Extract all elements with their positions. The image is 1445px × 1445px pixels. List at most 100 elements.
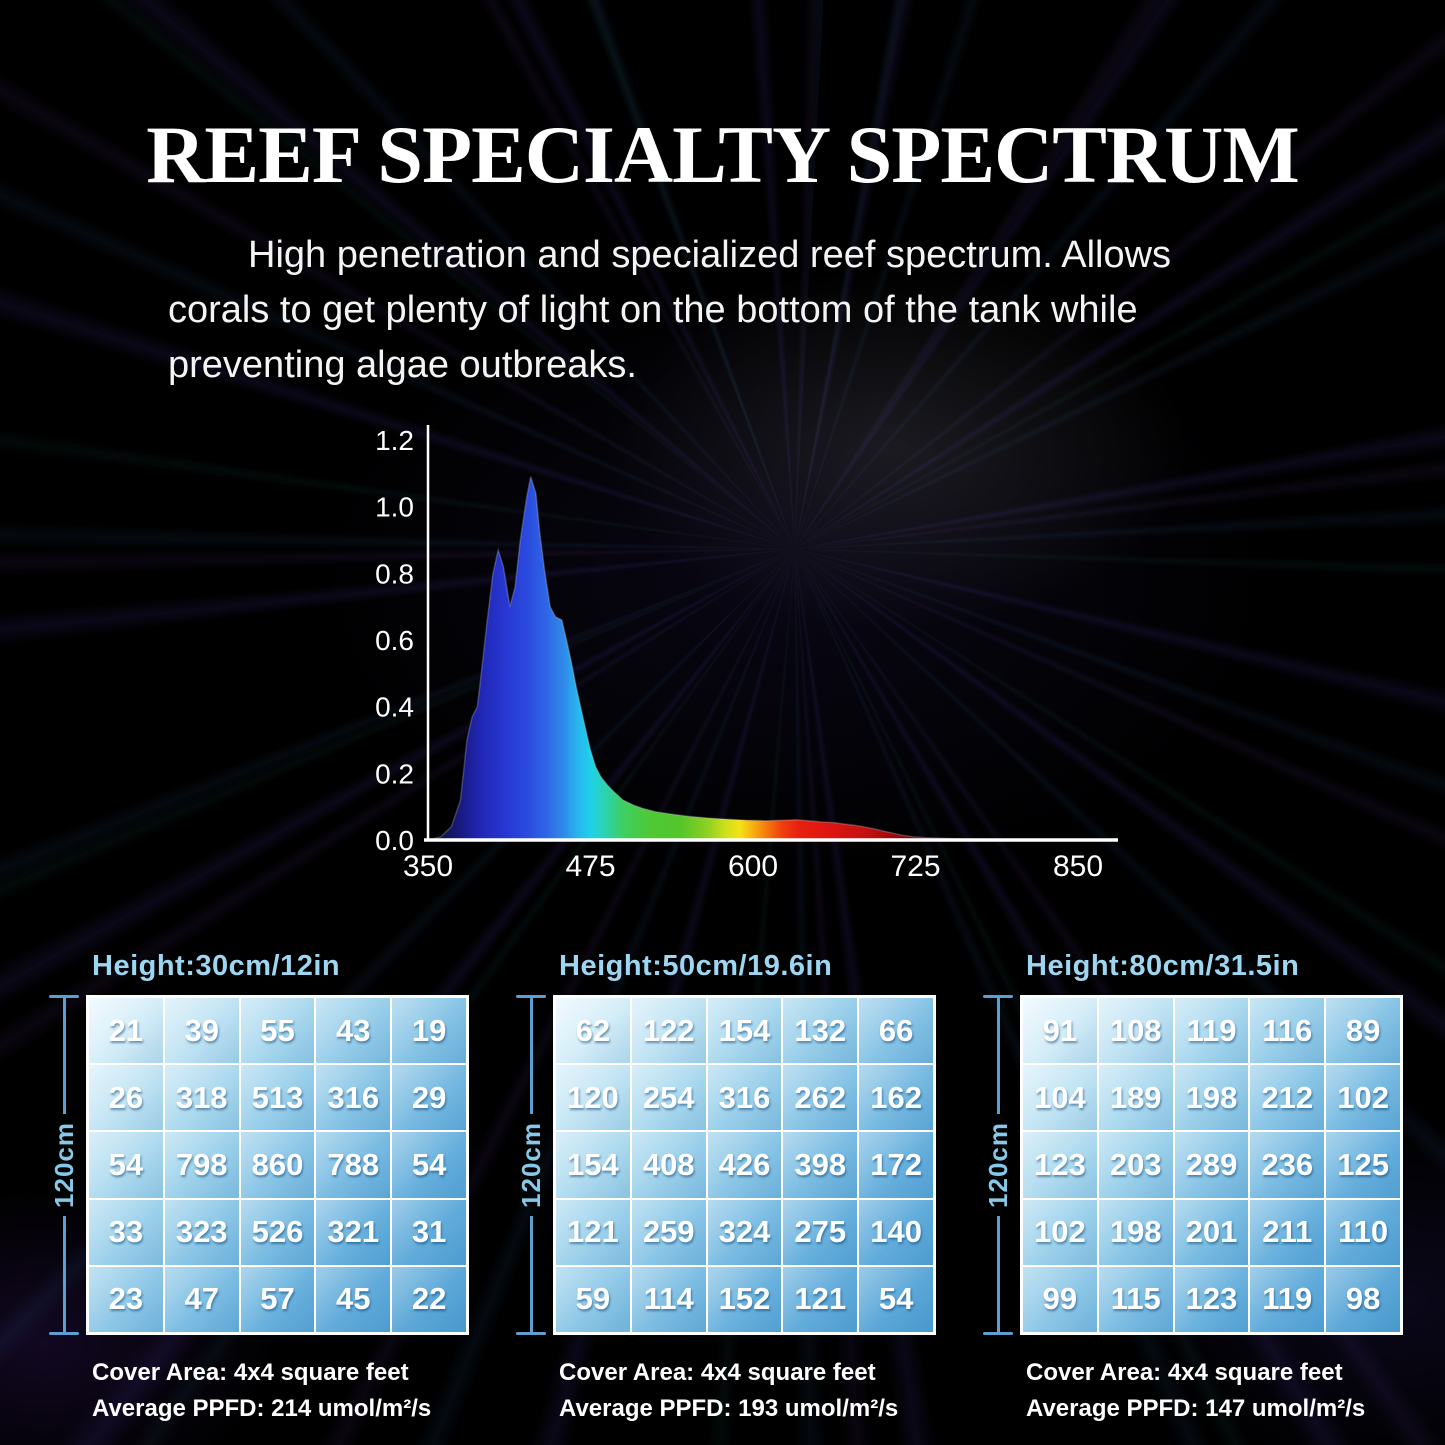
dimension-label: 120cm bbox=[515, 1122, 546, 1208]
y-tick-label: 1.2 bbox=[375, 425, 414, 456]
ppfd-cell: 102 bbox=[1022, 1198, 1098, 1266]
ppfd-cell: 275 bbox=[782, 1198, 859, 1266]
x-tick-label: 350 bbox=[403, 850, 453, 883]
ppfd-cell: 154 bbox=[555, 1131, 631, 1199]
ppfd-cell: 316 bbox=[706, 1064, 783, 1132]
ppfd-cell: 54 bbox=[391, 1131, 467, 1199]
ppfd-cell: 154 bbox=[706, 997, 783, 1065]
ppfd-cell: 99 bbox=[1022, 1265, 1098, 1333]
ppfd-grid: 21 39 55 43 19 26 318 513 316 29 54 798 860 788 54 33 32… bbox=[86, 995, 469, 1335]
avg-ppfd-text: Average PPFD: 214 umol/m²/s bbox=[92, 1395, 432, 1422]
y-tick-label: 0.2 bbox=[375, 758, 414, 789]
ppfd-cell: 152 bbox=[706, 1265, 783, 1333]
ppfd-cell: 45 bbox=[315, 1265, 392, 1333]
table-body: 120cm 62 122 154 132 66 120 254 316 262 162 154 408… bbox=[509, 995, 936, 1335]
ppfd-tables: Height:30cm/12in 120cm 21 39 55 43 19 26 318 51… bbox=[42, 950, 1403, 1427]
cover-area-text: Cover Area: 4x4 square feet bbox=[559, 1359, 876, 1386]
ppfd-table-height-80cm: Height:80cm/31.5in 120cm 91 108 119 116 89 10… bbox=[976, 950, 1403, 1427]
ppfd-cell: 102 bbox=[1325, 1064, 1401, 1132]
ppfd-cell: 57 bbox=[239, 1265, 316, 1333]
ppfd-cell: 59 bbox=[555, 1265, 631, 1333]
ppfd-cell: 198 bbox=[1097, 1198, 1174, 1266]
cover-area-text: Cover Area: 4x4 square feet bbox=[1026, 1359, 1343, 1386]
ppfd-cell: 122 bbox=[630, 997, 707, 1065]
x-axis-tick-labels: 350 475 600 725 850 bbox=[403, 850, 1103, 883]
ppfd-cell: 54 bbox=[88, 1131, 164, 1199]
spectrum-area-fill bbox=[428, 476, 1078, 840]
ppfd-cell: 26 bbox=[88, 1064, 164, 1132]
page-description: High penetration and specialized reef sp… bbox=[168, 228, 1348, 393]
ppfd-cell: 110 bbox=[1325, 1198, 1401, 1266]
ppfd-cell: 120 bbox=[555, 1064, 631, 1132]
ppfd-cell: 123 bbox=[1173, 1265, 1250, 1333]
ppfd-cell: 408 bbox=[630, 1131, 707, 1199]
y-tick-label: 1.0 bbox=[375, 492, 414, 523]
x-tick-label: 850 bbox=[1053, 850, 1103, 883]
ppfd-cell: 289 bbox=[1173, 1131, 1250, 1199]
ppfd-cell: 121 bbox=[782, 1265, 859, 1333]
ppfd-cell: 198 bbox=[1173, 1064, 1250, 1132]
ppfd-cell: 108 bbox=[1097, 997, 1174, 1065]
dimension-line-top bbox=[529, 998, 533, 1115]
height-dimension: 120cm bbox=[509, 995, 553, 1335]
ppfd-cell: 66 bbox=[858, 997, 934, 1065]
dimension-label: 120cm bbox=[982, 1122, 1013, 1208]
description-line: High penetration and specialized reef sp… bbox=[248, 234, 1172, 276]
ppfd-cell: 189 bbox=[1097, 1064, 1174, 1132]
ppfd-cell: 860 bbox=[239, 1131, 316, 1199]
ppfd-cell: 39 bbox=[163, 997, 240, 1065]
ppfd-cell: 115 bbox=[1097, 1265, 1174, 1333]
ppfd-cell: 259 bbox=[630, 1198, 707, 1266]
ppfd-cell: 62 bbox=[555, 997, 631, 1065]
y-tick-label: 0.4 bbox=[375, 692, 414, 723]
ppfd-table-height-50cm: Height:50cm/19.6in 120cm 62 122 154 132 66 12… bbox=[509, 950, 936, 1427]
ppfd-cell: 798 bbox=[163, 1131, 240, 1199]
ppfd-cell: 132 bbox=[782, 997, 859, 1065]
ppfd-cell: 316 bbox=[315, 1064, 392, 1132]
table-height-header: Height:50cm/19.6in bbox=[559, 950, 833, 982]
dimension-line-top bbox=[996, 998, 1000, 1115]
height-dimension: 120cm bbox=[976, 995, 1020, 1335]
ppfd-cell: 321 bbox=[315, 1198, 392, 1266]
spectrum-chart: 0.0 0.2 0.4 0.6 0.8 1.0 1.2 350 475 600 725 850 bbox=[358, 410, 1123, 885]
ppfd-cell: 323 bbox=[163, 1198, 240, 1266]
table-height-header: Height:30cm/12in bbox=[92, 950, 341, 982]
table-body: 120cm 21 39 55 43 19 26 318 513 316 29 54 798 860 788… bbox=[42, 995, 469, 1335]
table-height-header: Height:80cm/31.5in bbox=[1026, 950, 1300, 982]
y-tick-label: 0.8 bbox=[375, 558, 414, 589]
ppfd-cell: 212 bbox=[1249, 1064, 1326, 1132]
dimension-line-bottom bbox=[62, 1215, 66, 1332]
spectrum-chart-svg: 0.0 0.2 0.4 0.6 0.8 1.0 1.2 350 475 600 725 850 bbox=[375, 425, 1118, 883]
ppfd-cell: 398 bbox=[782, 1131, 859, 1199]
avg-ppfd-text: Average PPFD: 193 umol/m²/s bbox=[559, 1395, 899, 1422]
ppfd-cell: 19 bbox=[391, 997, 467, 1065]
ppfd-cell: 211 bbox=[1249, 1198, 1326, 1266]
ppfd-cell: 119 bbox=[1249, 1265, 1326, 1333]
ppfd-cell: 23 bbox=[88, 1265, 164, 1333]
ppfd-cell: 21 bbox=[88, 997, 164, 1065]
dimension-line-bottom bbox=[996, 1215, 1000, 1332]
height-dimension: 120cm bbox=[42, 995, 86, 1335]
avg-ppfd-text: Average PPFD: 147 umol/m²/s bbox=[1026, 1395, 1366, 1422]
dimension-cap-top bbox=[516, 995, 546, 998]
ppfd-cell: 318 bbox=[163, 1064, 240, 1132]
ppfd-cell: 526 bbox=[239, 1198, 316, 1266]
table-body: 120cm 91 108 119 116 89 104 189 198 212 102 123 203… bbox=[976, 995, 1403, 1335]
cover-area-text: Cover Area: 4x4 square feet bbox=[92, 1359, 409, 1386]
ppfd-cell: 33 bbox=[88, 1198, 164, 1266]
dimension-cap-top bbox=[983, 995, 1013, 998]
x-tick-label: 725 bbox=[890, 850, 940, 883]
description-line: preventing algae outbreaks. bbox=[168, 344, 637, 386]
ppfd-cell: 426 bbox=[706, 1131, 783, 1199]
ppfd-cell: 116 bbox=[1249, 997, 1326, 1065]
y-axis-tick-labels: 0.0 0.2 0.4 0.6 0.8 1.0 1.2 bbox=[375, 425, 414, 856]
ppfd-cell: 54 bbox=[858, 1265, 934, 1333]
ppfd-cell: 98 bbox=[1325, 1265, 1401, 1333]
ppfd-cell: 123 bbox=[1022, 1131, 1098, 1199]
ppfd-cell: 254 bbox=[630, 1064, 707, 1132]
spectrum-curve-outline bbox=[427, 476, 1079, 841]
ppfd-cell: 262 bbox=[782, 1064, 859, 1132]
ppfd-cell: 121 bbox=[555, 1198, 631, 1266]
ppfd-cell: 55 bbox=[239, 997, 316, 1065]
